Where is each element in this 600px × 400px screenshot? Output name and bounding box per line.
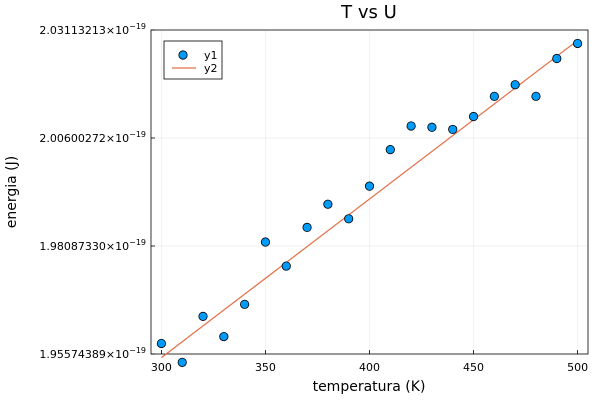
scatter-point-y1: [364, 181, 375, 191]
x-tick-label: 400: [359, 361, 380, 374]
y-tick-label: 1.98087330×10−19: [39, 238, 146, 253]
legend-label-y2: y2: [204, 62, 218, 75]
scatter-point-y1: [448, 124, 458, 135]
x-tick-label: 500: [567, 361, 588, 374]
x-tick-label: 300: [151, 361, 172, 374]
x-tick-label: 450: [463, 361, 484, 374]
legend-marker-y1: [178, 50, 188, 60]
x-tick-label: 350: [255, 361, 276, 374]
series-line-y2: [161, 39, 578, 359]
legend-box: [163, 40, 223, 80]
scatter-point-y1: [427, 122, 437, 132]
scatter-point-y1: [385, 145, 395, 155]
scatter-point-y1: [572, 38, 583, 49]
scatter-point-y1: [177, 357, 187, 367]
legend: y1 y2: [163, 40, 223, 80]
scatter-point-y1: [489, 91, 499, 101]
y-axis-label: energia (J): [4, 156, 20, 228]
scatter-point-y1: [240, 299, 250, 309]
scatter-point-y1: [323, 199, 333, 209]
scatter-point-y1: [552, 53, 562, 64]
scatter-point-y1: [406, 121, 416, 131]
x-axis-label: temperatura (K): [313, 379, 426, 395]
scatter-point-y1: [510, 80, 520, 90]
ticks-layer: 300 350 400 450 500 1.95574389×10−19 1.9808733…: [39, 22, 588, 374]
scatter-point-y1: [468, 111, 479, 122]
y-tick-label: 1.95574389×10−19: [39, 346, 146, 361]
scatter-point-y1: [344, 214, 354, 224]
chart-title: T vs U: [340, 2, 397, 23]
scatter-point-y1: [531, 91, 541, 101]
scatter-point-y1: [302, 222, 312, 233]
series-layer: [156, 38, 583, 367]
y-tick-label: 2.03113213×10−19: [39, 22, 146, 37]
scatter-point-y1: [260, 237, 271, 247]
legend-label-y1: y1: [204, 49, 218, 62]
y-tick-label: 2.00600272×10−19: [39, 130, 146, 145]
scatter-point-y1: [219, 331, 229, 342]
scatter-point-y1: [281, 261, 291, 271]
scatter-point-y1: [198, 311, 208, 321]
scatter-point-y1: [156, 338, 167, 349]
